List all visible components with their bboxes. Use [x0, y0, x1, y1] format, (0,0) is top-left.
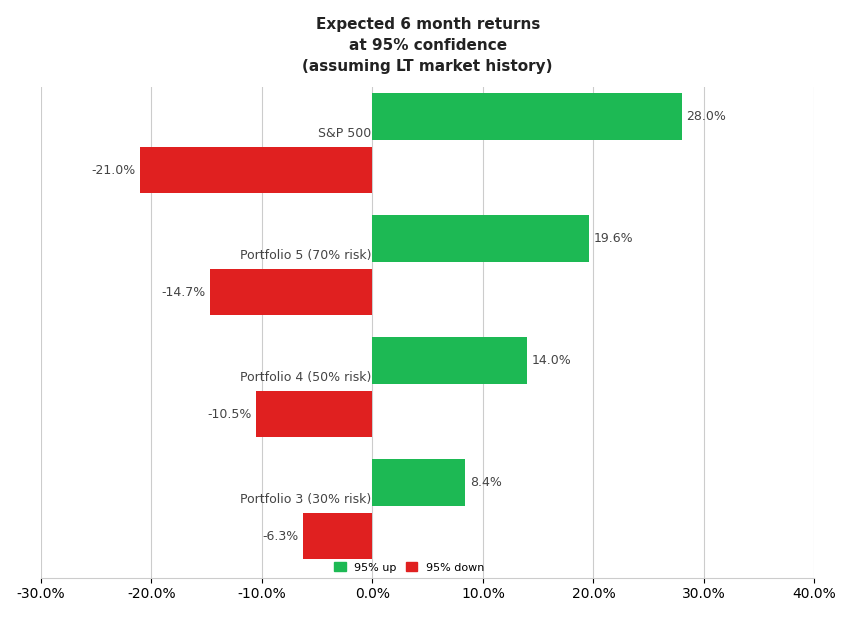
- Text: S&P 500: S&P 500: [318, 127, 371, 140]
- Text: -10.5%: -10.5%: [207, 408, 251, 421]
- Legend: 95% up, 95% down: 95% up, 95% down: [334, 562, 483, 572]
- Text: -21.0%: -21.0%: [92, 164, 135, 177]
- Title: Expected 6 month returns
at 95% confidence
(assuming LT market history): Expected 6 month returns at 95% confiden…: [302, 17, 552, 74]
- Bar: [302, 513, 372, 559]
- Text: Portfolio 3 (30% risk): Portfolio 3 (30% risk): [239, 493, 371, 506]
- Text: 28.0%: 28.0%: [686, 110, 725, 123]
- Text: 8.4%: 8.4%: [469, 476, 501, 489]
- Bar: [372, 216, 589, 262]
- Text: -14.7%: -14.7%: [161, 286, 205, 298]
- Text: 14.0%: 14.0%: [531, 354, 571, 367]
- Text: Portfolio 4 (50% risk): Portfolio 4 (50% risk): [239, 371, 371, 384]
- Bar: [210, 269, 372, 315]
- Text: -6.3%: -6.3%: [262, 530, 298, 543]
- Bar: [372, 93, 681, 140]
- Bar: [372, 459, 464, 506]
- Bar: [372, 337, 527, 384]
- Text: 19.6%: 19.6%: [593, 232, 632, 245]
- Bar: [141, 147, 372, 193]
- Text: Portfolio 5 (70% risk): Portfolio 5 (70% risk): [239, 248, 371, 262]
- Bar: [256, 391, 372, 438]
